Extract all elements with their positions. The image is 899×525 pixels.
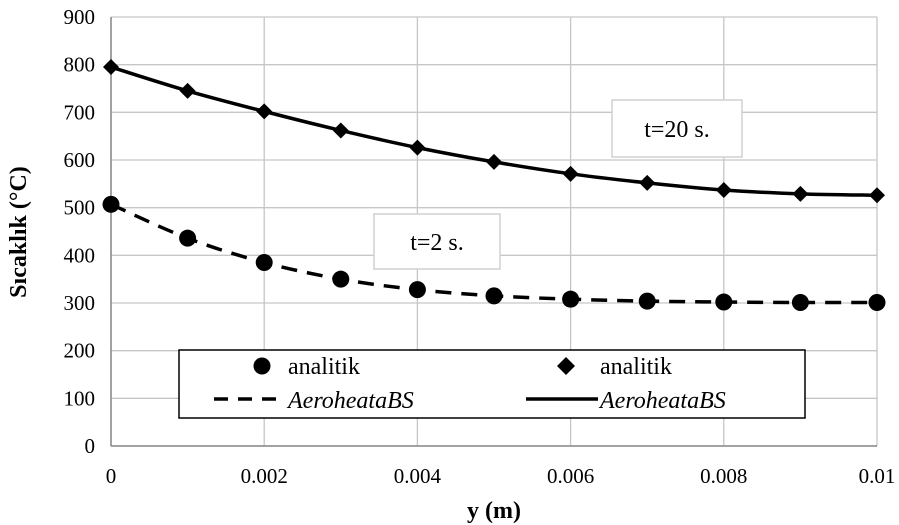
data-point-circle: [408, 281, 426, 299]
data-point-diamond: [639, 174, 656, 191]
data-point-diamond: [792, 185, 809, 202]
data-point-circle: [638, 292, 656, 310]
annotation-t20-text: t=20 s.: [644, 117, 710, 143]
x-tick-label: 0.002: [241, 464, 288, 488]
data-point-circle: [255, 253, 273, 271]
data-point-diamond: [562, 165, 579, 182]
legend: analitik analitik AeroheataBS AeroheataB…: [178, 349, 806, 419]
series-line-solid: [110, 65, 878, 198]
data-point-diamond: [715, 182, 732, 199]
y-tick-label: 900: [64, 5, 96, 29]
y-tick-label: 200: [64, 339, 96, 363]
y-tick-label: 500: [64, 196, 96, 220]
plot-border: [110, 17, 877, 447]
data-point-diamond: [256, 103, 273, 120]
legend-label-aeroheatabs-dashed: AeroheataBS: [286, 388, 414, 414]
y-tick-label: 0: [85, 434, 96, 458]
legend-box: [178, 349, 806, 419]
y-tick-label: 400: [64, 243, 96, 267]
x-axis-title: y (m): [467, 498, 521, 524]
y-tick-label: 100: [64, 386, 96, 410]
data-point-circle: [715, 293, 733, 311]
annotation-t20-box: [611, 99, 743, 158]
x-tick-label: 0: [106, 464, 117, 488]
y-axis-title: Sıcaklık (°C): [6, 166, 32, 298]
x-tick-label: 0.004: [394, 464, 442, 488]
data-point-circle: [102, 195, 120, 213]
annotation-t2-box: [373, 213, 501, 270]
y-tick-label: 700: [64, 100, 96, 124]
x-tick-label: 0.008: [700, 464, 747, 488]
data-point-circle: [791, 294, 809, 312]
x-tick-labels: 0 0.002 0.004 0.006 0.008 0.01: [106, 464, 896, 488]
data-point-diamond: [869, 187, 885, 204]
annotation-t2: t=2 s.: [373, 213, 501, 270]
legend-label-analitik-diamond: analitik: [600, 354, 672, 380]
legend-label-aeroheatabs-solid: AeroheataBS: [598, 388, 726, 414]
series-group: [102, 59, 886, 312]
data-point-diamond: [332, 122, 349, 139]
data-point-diamond: [179, 82, 196, 99]
y-tick-labels: 0 100 200 300 400 500 600 700 800 900: [64, 5, 96, 458]
data-point-circle: [332, 270, 350, 288]
x-tick-label: 0.01: [859, 464, 896, 488]
annotation-t20: t=20 s.: [611, 99, 743, 158]
data-point-diamond: [409, 139, 426, 156]
x-tick-label: 0.006: [547, 464, 594, 488]
data-point-diamond: [103, 59, 119, 76]
legend-diamond-marker: [557, 357, 575, 375]
legend-circle-marker: [253, 357, 271, 375]
data-point-circle: [562, 290, 580, 308]
data-point-diamond: [486, 153, 502, 170]
annotation-t2-text: t=2 s.: [410, 230, 464, 256]
data-point-circle: [868, 294, 886, 312]
data-point-circle: [485, 287, 503, 305]
data-point-circle: [179, 229, 197, 247]
y-tick-label: 300: [64, 291, 96, 315]
legend-label-analitik-circle: analitik: [288, 354, 360, 380]
y-tick-label: 800: [64, 53, 96, 77]
y-tick-label: 600: [64, 148, 96, 172]
